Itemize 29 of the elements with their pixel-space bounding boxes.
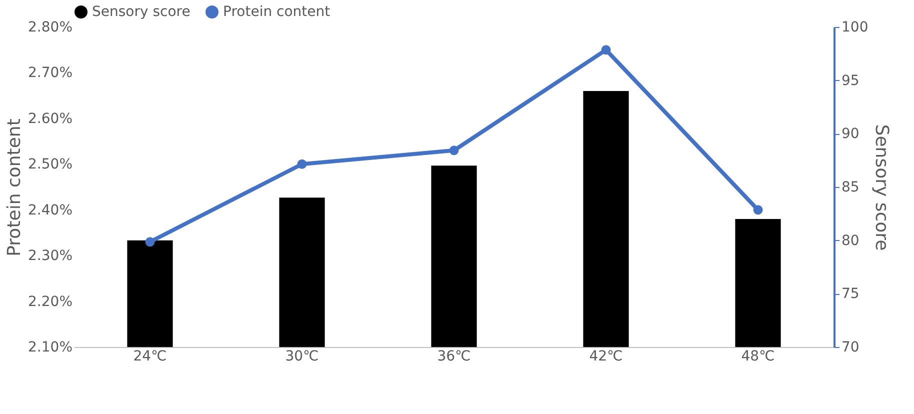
y-tick-label: 2.60%: [28, 110, 72, 127]
point: [449, 146, 459, 156]
y2-tick-label: 75: [842, 286, 860, 302]
y2-tick-label: 100: [842, 20, 868, 36]
y-axis-title: Protein content: [4, 118, 26, 256]
y2-axis-title: Sensory score: [871, 124, 892, 251]
x-tick-label: 24℃: [133, 348, 167, 364]
x-tick-label: 42℃: [589, 348, 623, 364]
point: [297, 159, 307, 169]
y2-tick-label: 90: [842, 126, 860, 142]
y2-tick-label: 85: [842, 180, 860, 196]
point: [601, 45, 611, 55]
legend-label: Protein content: [223, 4, 331, 20]
y-tick-label: 2.80%: [28, 20, 72, 36]
y-tick-label: 2.30%: [28, 248, 72, 264]
point: [145, 237, 155, 247]
y-tick-label: 2.10%: [28, 340, 72, 356]
y-tick-label: 2.70%: [28, 65, 72, 82]
y2-tick-label: 80: [842, 232, 860, 249]
legend-label: Sensory score: [92, 4, 190, 20]
y-tick-label: 2.50%: [28, 156, 72, 173]
x-tick-label: 30℃: [285, 348, 319, 364]
x-tick-label: 48℃: [741, 348, 775, 364]
x-tick-label: 36℃: [437, 348, 471, 364]
y-tick-label: 2.20%: [28, 294, 72, 310]
point: [753, 205, 763, 215]
y2-tick-label: 70: [842, 340, 860, 356]
y2-tick-label: 95: [842, 72, 860, 89]
y-tick-label: 2.40%: [28, 202, 72, 218]
